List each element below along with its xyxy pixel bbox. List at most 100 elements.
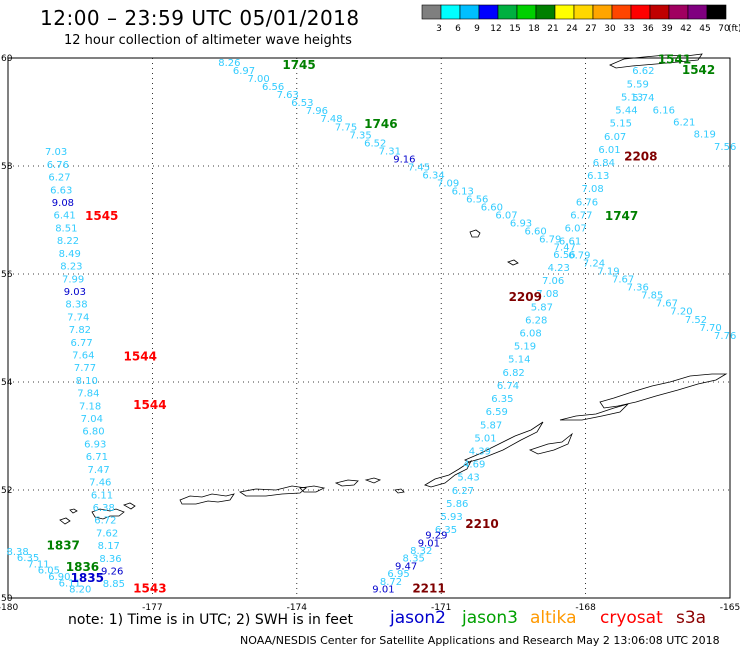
island-outline [179,493,235,505]
wave-height-value: 6.74 [497,381,519,392]
wave-height-value: 7.76 [714,331,736,342]
legend-label: 45 [699,24,710,34]
pass-time-label: 1836 [66,560,99,574]
wave-height-value: 5.87 [531,302,553,313]
wave-height-value: 7.64 [72,350,94,361]
legend-label: 21 [547,24,558,34]
wave-height-value: 6.13 [587,171,609,182]
map-subtitle: 12 hour collection of altimeter wave hei… [64,33,352,48]
wave-height-value: 7.47 [87,465,109,476]
wave-height-value: 6.93 [510,219,532,230]
wave-height-value: 6.11 [91,490,113,501]
y-tick-label: 52 [1,486,12,496]
wave-height-value: 5.14 [508,355,530,366]
wave-height-value: 7.00 [247,74,269,85]
wave-height-value: 4.39 [469,447,491,458]
satellite-s3a: s3a [676,608,707,628]
wave-height-value: 7.63 [277,90,299,101]
island-outline [299,485,326,493]
wave-height-value: 8.85 [103,579,125,590]
wave-height-value: 6.35 [17,553,39,564]
wave-height-value: 7.70 [699,323,721,334]
wave-height-value: 6.21 [673,118,695,129]
wave-height-value: 7.19 [597,267,619,278]
wave-height-value: 7.56 [714,142,736,153]
wave-height-value: 7.62 [96,528,118,539]
wave-height-value: 7.46 [89,478,111,489]
wave-height-value: 5.13 [621,92,643,103]
island-outline [394,488,405,494]
wave-height-value: 9.16 [393,154,415,165]
wave-height-value: 7.48 [320,114,342,125]
wave-height-value: 4.23 [548,263,570,274]
pass-time-label: 1746 [364,117,397,131]
footer-credit: NOAA/NESDIS Center for Satellite Applica… [240,634,720,647]
pass-time-label: 2211 [412,582,445,596]
island-outline [469,229,481,238]
wave-height-value: 6.53 [291,98,313,109]
wave-height-value: 7.09 [437,178,459,189]
wave-height-value: 7.84 [77,389,99,400]
wave-height-value: 7.52 [685,315,707,326]
wave-height-value: 6.27 [452,486,474,497]
legend-swatch [630,4,651,20]
map-border [7,57,731,599]
wave-height-value: 7.82 [69,325,91,336]
wave-height-value: 6.13 [452,186,474,197]
pass-time-label: 1837 [47,538,80,552]
wave-height-value: 7.67 [656,299,678,310]
wave-height-value: 6.11 [59,578,81,589]
legend-label: 9 [474,24,480,34]
wave-height-value: 6.01 [598,145,620,156]
pass-time-label: 2208 [624,150,657,164]
wave-height-value: 7.35 [350,130,372,141]
wave-height-value: 7.36 [627,283,649,294]
legend-label: 12 [490,24,501,34]
wave-height-value: 6.63 [50,185,72,196]
island-outline [334,479,359,487]
legend-label: 3 [436,24,442,34]
wave-height-value: 5.86 [446,499,468,510]
legend-swatch [421,4,442,20]
wave-height-value: 9.03 [64,287,86,298]
legend-label: 70 [718,24,730,34]
wave-height-value: 8.10 [76,376,98,387]
footer-note: note: 1) Time is in UTC; 2) SWH is in fe… [68,612,354,628]
island-outline [238,485,307,497]
legend-swatch [592,4,613,20]
wave-height-value: 6.79 [539,235,561,246]
legend-label: 24 [566,24,578,34]
wave-height-value: 6.16 [653,105,675,116]
wave-height-value: 6.62 [632,66,654,77]
wave-height-value: 6.61 [559,237,581,248]
wave-height-value: 6.77 [570,210,592,221]
wave-height-value: 6.56 [262,82,284,93]
wave-height-value: 6.59 [486,407,508,418]
legend-swatch [611,4,632,20]
wave-height-value: 6.35 [491,394,513,405]
pass-time-label: 1835 [71,571,104,585]
satellite-jason3: jason3 [462,608,518,628]
wave-height-value: 6.80 [82,427,104,438]
wave-height-value: 7.67 [612,275,634,286]
wave-height-value: 6.84 [593,158,615,169]
wave-height-value: 7.08 [536,289,558,300]
map-title: 12:00 – 23:59 UTC 05/01/2018 [40,6,360,30]
wave-height-value: 9.47 [395,561,417,572]
satellite-cryosat: cryosat [600,608,663,628]
x-tick-label: -168 [575,603,596,613]
wave-height-value: 7.11 [27,559,49,570]
wave-height-value: 7.75 [335,122,357,133]
wave-height-value: 6.56 [553,250,575,261]
island-outline [528,432,573,455]
satellite-jason2: jason2 [390,608,446,628]
x-tick-label: -177 [142,603,162,613]
wave-height-value: 6.71 [86,452,108,463]
wave-height-value: 6.76 [47,160,69,171]
legend-label: 15 [509,24,520,34]
legend-swatch [478,4,499,20]
satellite-altika: altika [530,608,577,628]
wave-height-value: 6.82 [503,368,525,379]
wave-height-value: 7.45 [408,162,430,173]
